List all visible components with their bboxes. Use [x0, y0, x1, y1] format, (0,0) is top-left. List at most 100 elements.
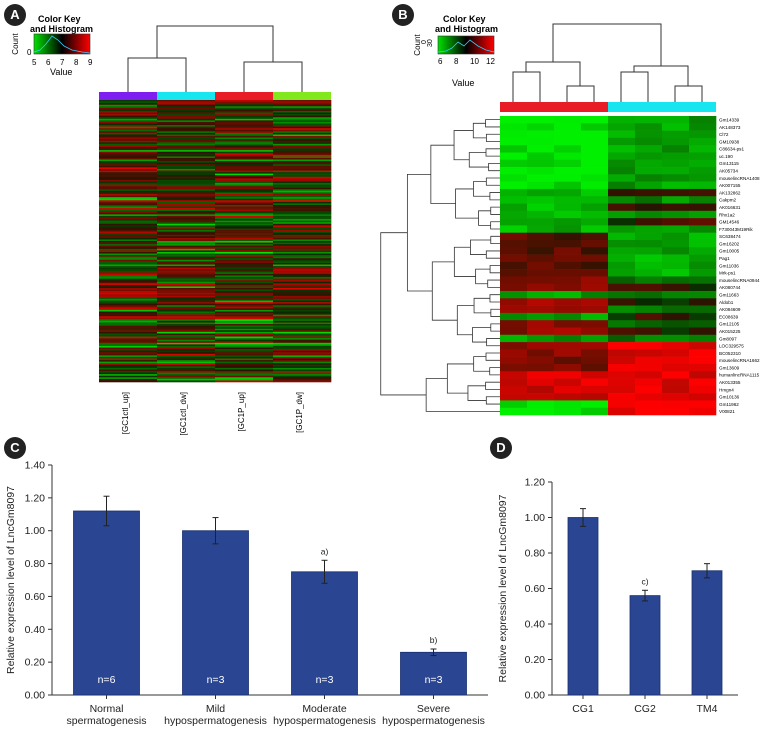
- heat-cell-a: [157, 316, 216, 319]
- heat-cell-a: [215, 361, 274, 364]
- heat-cell-a: [215, 195, 274, 198]
- heat-cell-a: [99, 139, 158, 142]
- heat-cell-a: [157, 339, 216, 342]
- heat-cell-a: [99, 264, 158, 267]
- heat-cell-a: [215, 378, 274, 381]
- heat-cell-a: [215, 259, 274, 262]
- heat-cell-a: [99, 281, 158, 284]
- gene-label-b: Pag1: [719, 256, 730, 261]
- heat-cell-a: [99, 209, 158, 212]
- heat-cell-a: [273, 215, 332, 218]
- heat-cell-a: [99, 270, 158, 273]
- gene-label-b: EC08639: [719, 314, 739, 319]
- heat-cell-a: [157, 195, 216, 198]
- heat-cell-a: [157, 248, 216, 251]
- heat-cell-a: [99, 256, 158, 259]
- heat-cell-a: [157, 170, 216, 173]
- heat-cell-a: [215, 278, 274, 281]
- heat-cell-a: [215, 298, 274, 301]
- gene-label-b: AK016631: [719, 205, 741, 210]
- heat-cell-a: [273, 157, 332, 160]
- heat-cell-a: [99, 283, 158, 286]
- heat-cell-a: [215, 280, 274, 283]
- heat-cell-a: [157, 145, 216, 148]
- heat-cell-a: [215, 131, 274, 134]
- heat-cell-b: [527, 247, 555, 255]
- heat-cell-b: [581, 247, 609, 255]
- heat-cell-b: [689, 334, 717, 343]
- x-category-label: CG2: [634, 703, 656, 715]
- heat-cell-b: [500, 393, 528, 401]
- heat-cell-b: [500, 320, 528, 328]
- heat-cell-a: [273, 367, 332, 370]
- heat-cell-a: [157, 217, 216, 220]
- heat-cell-a: [215, 372, 274, 375]
- heat-cell-a: [215, 247, 274, 250]
- heat-cell-b: [581, 378, 609, 387]
- heat-cell-b: [635, 123, 663, 131]
- heat-cell-a: [99, 303, 158, 306]
- heat-cell-a: [215, 253, 274, 256]
- heat-cell-a: [99, 167, 158, 170]
- heat-cell-a: [157, 294, 216, 297]
- heat-cell-b: [662, 116, 690, 124]
- heat-cell-a: [157, 237, 216, 240]
- heat-cell-b: [608, 312, 636, 321]
- heat-cell-a: [157, 338, 216, 340]
- heat-cell-a: [99, 353, 158, 356]
- x-category-label: Moderate: [302, 703, 347, 715]
- heat-cell-a: [273, 228, 332, 231]
- heat-cell-a: [99, 277, 158, 279]
- heat-cell-a: [99, 151, 158, 154]
- heat-cell-a: [215, 250, 274, 253]
- heat-cell-b: [662, 349, 690, 357]
- heat-cell-a: [215, 366, 274, 369]
- heat-cell-a: [99, 349, 158, 351]
- heat-cell-a: [99, 288, 158, 290]
- heat-cell-a: [215, 356, 274, 359]
- heat-cell-b: [500, 225, 528, 233]
- heat-cell-a: [99, 217, 158, 220]
- heat-cell-b: [527, 291, 555, 299]
- heat-cell-a: [157, 125, 216, 127]
- heat-cell-a: [99, 244, 158, 246]
- gene-label-b: Rhx1a2: [719, 212, 735, 217]
- heat-cell-a: [99, 275, 158, 278]
- key-tick-a: 5: [32, 58, 37, 67]
- heat-cell-a: [99, 131, 158, 134]
- heat-cell-a: [215, 208, 274, 210]
- heat-cell-b: [635, 247, 663, 255]
- heat-cell-a: [157, 342, 216, 345]
- heat-cell-b: [689, 312, 717, 321]
- heat-cell-a: [157, 259, 216, 262]
- heat-cell-a: [157, 269, 216, 272]
- heat-cell-a: [99, 327, 158, 330]
- heat-cell-b: [689, 174, 717, 182]
- heat-cell-b: [662, 188, 690, 197]
- heat-cell-b: [500, 342, 528, 350]
- heat-cell-a: [157, 289, 216, 292]
- heat-cell-b: [581, 363, 609, 372]
- heat-cell-a: [99, 291, 158, 293]
- heat-cell-a: [157, 347, 216, 350]
- heat-cell-a: [273, 266, 332, 268]
- heat-cell-a: [273, 375, 332, 378]
- heat-cell-b: [635, 196, 663, 204]
- heat-cell-a: [99, 175, 158, 178]
- heat-cell-b: [554, 152, 582, 161]
- gene-label-b: AK080744: [719, 285, 741, 290]
- heat-cell-b: [527, 203, 555, 212]
- heat-cell-b: [527, 320, 555, 328]
- heat-cell-b: [527, 196, 555, 204]
- heat-cell-a: [273, 192, 332, 195]
- heat-cell-a: [157, 151, 216, 154]
- heat-cell-a: [273, 361, 332, 364]
- heat-cell-a: [273, 178, 332, 181]
- heat-cell-b: [635, 203, 663, 212]
- heat-cell-a: [273, 336, 332, 339]
- panel-label-b: B: [392, 4, 414, 26]
- heat-cell-a: [273, 259, 332, 262]
- gene-label-b: Mrk-ps1: [719, 271, 736, 276]
- heat-cell-a: [157, 197, 216, 199]
